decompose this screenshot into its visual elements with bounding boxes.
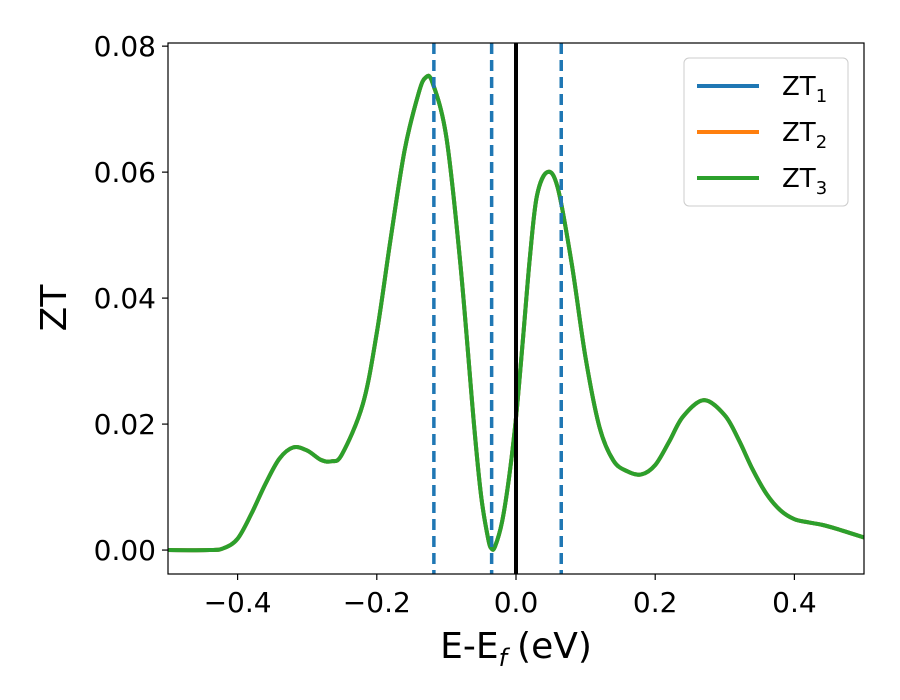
legend-label-1: ZT1 bbox=[782, 72, 827, 107]
x-axis-label: E-Ef (eV) bbox=[440, 626, 592, 672]
legend: ZT1 ZT2 ZT3 bbox=[683, 57, 849, 207]
x-axis-label-main: E-E bbox=[440, 626, 498, 667]
y-tick-label: 0.02 bbox=[94, 408, 156, 441]
y-tick-label: 0.06 bbox=[94, 156, 156, 189]
x-tick-label: −0.4 bbox=[204, 586, 272, 619]
x-tick-label: 0.0 bbox=[494, 586, 539, 619]
x-tick-label: 0.2 bbox=[633, 586, 678, 619]
legend-label-3: ZT3 bbox=[782, 164, 827, 199]
legend-box bbox=[683, 57, 849, 207]
legend-label-2: ZT2 bbox=[782, 118, 827, 153]
x-axis-ticks: −0.4 −0.2 0.0 0.2 0.4 bbox=[204, 574, 817, 619]
plot-area bbox=[167, 42, 865, 575]
series-line-3 bbox=[168, 73, 864, 553]
x-axis-label-unit: (eV) bbox=[517, 626, 592, 667]
y-tick-label: 0.04 bbox=[94, 282, 156, 315]
x-tick-label: −0.2 bbox=[343, 586, 411, 619]
y-axis-ticks: 0.00 0.02 0.04 0.06 0.08 bbox=[94, 30, 168, 567]
y-tick-label: 0.08 bbox=[94, 30, 156, 63]
x-axis-label-sub: f bbox=[499, 644, 511, 672]
series-lines bbox=[168, 73, 864, 553]
y-tick-label: 0.00 bbox=[94, 534, 156, 567]
y-axis-label: ZT bbox=[34, 284, 75, 332]
vertical-lines bbox=[432, 43, 563, 574]
x-tick-label: 0.4 bbox=[772, 586, 817, 619]
